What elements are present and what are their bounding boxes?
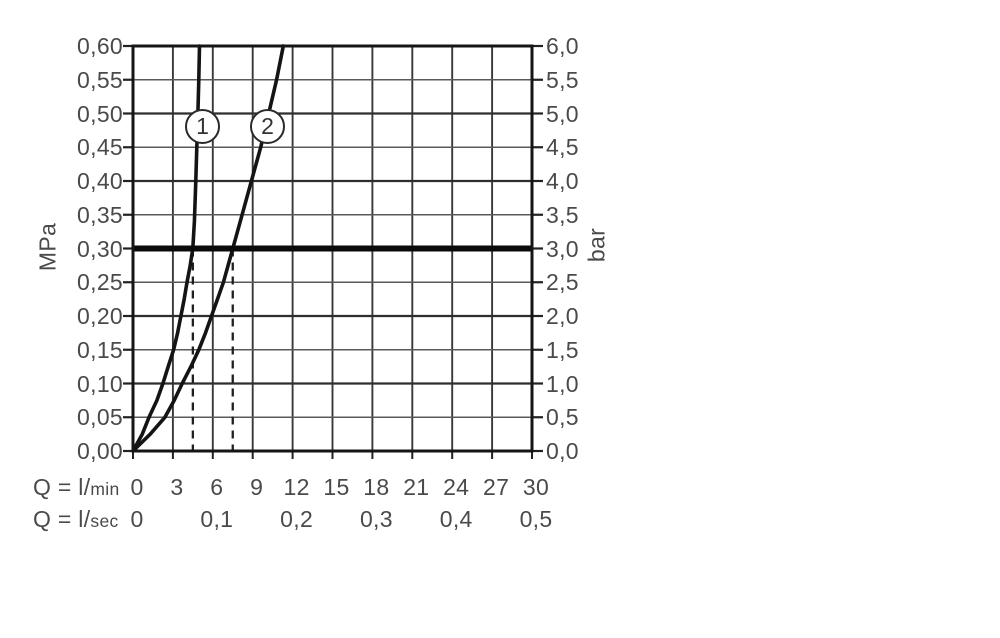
x-tick-lmin: 9 — [250, 474, 264, 500]
y-tick-bar: 6,0 — [546, 33, 579, 59]
y-tick-mpa: 0,50 — [77, 100, 123, 127]
y-tick-mpa: 0,45 — [77, 134, 123, 161]
x-tick-lmin: 15 — [323, 474, 350, 500]
x-tick-lmin: 6 — [210, 474, 224, 500]
y-tick-mpa: 0,10 — [77, 370, 123, 397]
curve-1 — [131, 44, 202, 453]
y-tick-bar: 4,5 — [546, 134, 579, 161]
y-tick-mpa: 0,55 — [77, 66, 123, 93]
y-tick-bar: 5,0 — [546, 100, 579, 127]
x-axis-lmin-title-unit: min — [90, 479, 120, 499]
x-tick-lmin: 27 — [483, 474, 510, 500]
y-tick-bar: 5,5 — [546, 66, 579, 93]
x-tick-lsec: 0,5 — [519, 506, 553, 532]
x-tick-lmin: 21 — [403, 474, 430, 500]
x-axis-lmin-title: Q = l/min — [33, 474, 120, 500]
x-axis-lsec-title: Q = l/sec — [33, 506, 119, 532]
x-tick-lmin: 3 — [170, 474, 184, 500]
y-tick-mpa: 0,00 — [77, 438, 123, 464]
y-tick-mpa: 0,15 — [77, 336, 123, 363]
y-tick-bar: 0,0 — [546, 438, 579, 464]
curve-1-badge: 1 — [185, 109, 220, 144]
x-axis-lmin-title-prefix: Q = l/ — [33, 474, 91, 500]
y-tick-bar: 2,0 — [546, 303, 579, 329]
x-axis-lsec-title-unit: sec — [90, 511, 119, 531]
plot-border — [131, 44, 534, 453]
x-tick-lsec: 0,2 — [280, 506, 314, 532]
y-tick-bar: 1,5 — [546, 336, 579, 363]
curve-2 — [131, 44, 286, 453]
x-tick-lmin: 0 — [130, 474, 144, 500]
y-tick-mpa: 0,25 — [77, 269, 123, 296]
y-tick-mpa: 0,20 — [77, 303, 123, 329]
y-tick-bar: 0,5 — [546, 404, 579, 431]
x-tick-lmin: 30 — [522, 474, 550, 500]
y-tick-bar: 4,0 — [546, 168, 579, 194]
x-tick-lmin: 18 — [363, 474, 390, 500]
y-tick-bar: 2,5 — [546, 269, 579, 296]
y-tick-mpa: 0,40 — [77, 168, 123, 194]
curve-2-badge: 2 — [250, 109, 285, 144]
x-tick-lmin: 12 — [283, 474, 310, 500]
x-axis-lsec-title-prefix: Q = l/ — [33, 506, 91, 532]
y-tick-bar: 3,0 — [546, 235, 579, 262]
x-tick-lmin: 24 — [443, 474, 470, 500]
y-tick-mpa: 0,35 — [77, 201, 123, 228]
y-tick-mpa: 0,60 — [77, 33, 123, 59]
y-tick-mpa: 0,05 — [77, 404, 123, 431]
x-tick-lsec: 0,4 — [439, 506, 473, 532]
x-tick-lsec: 0 — [130, 506, 144, 532]
y-tick-bar: 3,5 — [546, 201, 579, 228]
x-tick-lsec: 0,1 — [200, 506, 234, 532]
y-tick-bar: 1,0 — [546, 370, 579, 397]
y-tick-mpa: 0,30 — [77, 235, 123, 262]
x-tick-lsec: 0,3 — [359, 506, 393, 532]
